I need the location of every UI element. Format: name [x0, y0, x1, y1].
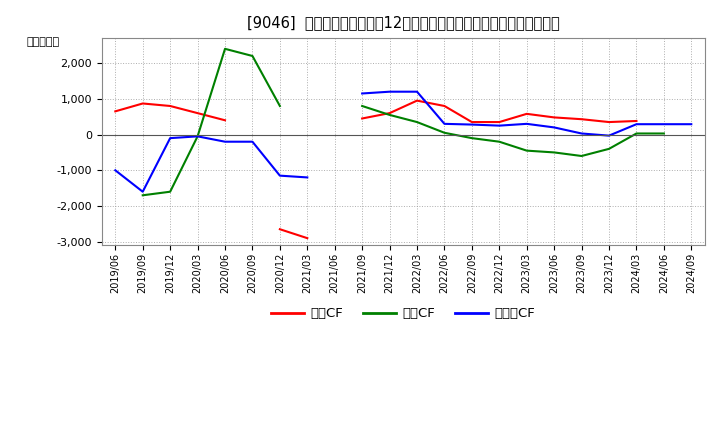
Title: [9046]  キャッシュフローの12か月移動合計の対前年同期増減額の推移: [9046] キャッシュフローの12か月移動合計の対前年同期増減額の推移 — [247, 15, 559, 30]
Legend: 営業CF, 投資CF, フリーCF: 営業CF, 投資CF, フリーCF — [266, 302, 541, 326]
Y-axis label: （百万円）: （百万円） — [26, 37, 59, 47]
